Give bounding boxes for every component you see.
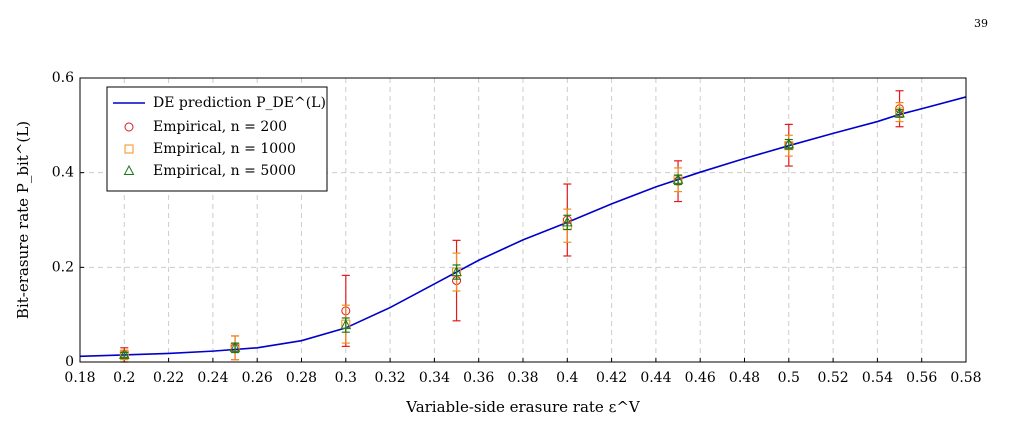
x-tick-label: 0.5 (778, 370, 800, 386)
y-tick-label: 0.6 (52, 70, 74, 86)
y-tick-label: 0.4 (52, 165, 74, 181)
x-tick-label: 0.58 (950, 370, 981, 386)
legend-label: Empirical, n = 5000 (153, 163, 296, 179)
x-tick-label: 0.18 (64, 370, 95, 386)
x-tick-label: 0.34 (419, 370, 450, 386)
page-number: 39 (974, 17, 988, 30)
legend-label: DE prediction P_DE^(L) (153, 95, 326, 111)
x-tick-label: 0.32 (375, 370, 406, 386)
x-tick-label: 0.24 (197, 370, 228, 386)
marker (124, 122, 134, 132)
x-tick-label: 0.52 (818, 370, 849, 386)
marker (561, 216, 573, 227)
x-tick-label: 0.54 (862, 370, 893, 386)
y-tick-label: 0 (65, 354, 74, 370)
marker (783, 138, 795, 149)
x-tick-label: 0.28 (286, 370, 317, 386)
x-tick-label: 0.22 (153, 370, 184, 386)
marker (894, 107, 905, 118)
marker (124, 144, 134, 154)
marker (118, 348, 130, 359)
marker (340, 319, 352, 330)
y-tick-label: 0.2 (52, 259, 74, 275)
x-axis-label: Variable-side erasure rate ε^V (405, 398, 641, 416)
marker (672, 173, 684, 184)
plot-frame (79, 77, 967, 363)
error-bar (120, 351, 129, 358)
x-tick-label: 0.3 (335, 370, 357, 386)
x-tick-label: 0.36 (463, 370, 494, 386)
marker (229, 341, 241, 352)
legend-label: Empirical, n = 1000 (153, 141, 296, 157)
x-tick-label: 0.42 (596, 370, 627, 386)
x-tick-label: 0.26 (242, 370, 273, 386)
marker (123, 164, 135, 175)
x-tick-label: 0.56 (906, 370, 937, 386)
legend-label: Empirical, n = 200 (153, 119, 287, 135)
x-tick-label: 0.44 (640, 370, 671, 386)
x-tick-label: 0.38 (507, 370, 538, 386)
legend-box (106, 86, 328, 192)
marker (451, 265, 462, 277)
x-tick-label: 0.4 (556, 370, 578, 386)
x-tick-label: 0.48 (729, 370, 760, 386)
y-axis-label: Bit-erasure rate P_bit^(L) (14, 121, 32, 319)
x-tick-label: 0.2 (113, 370, 135, 386)
x-tick-label: 0.46 (685, 370, 716, 386)
